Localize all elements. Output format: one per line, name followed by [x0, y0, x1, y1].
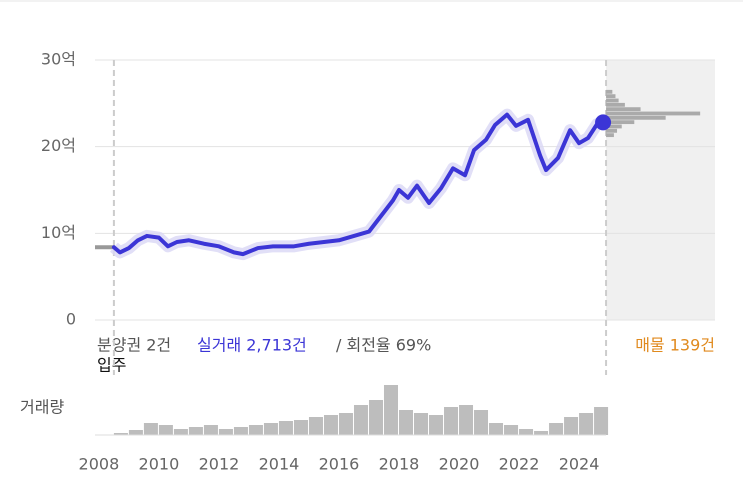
volume-bar	[263, 423, 278, 435]
volume-bar	[474, 410, 489, 435]
volume-bar	[128, 430, 143, 435]
volume-bar	[158, 425, 173, 435]
volume-bar	[489, 423, 504, 435]
x-tick-label: 2022	[499, 455, 540, 474]
volume-label: 거래량	[20, 398, 64, 417]
x-tick-label: 2024	[559, 455, 600, 474]
x-tick-label: 2016	[319, 455, 360, 474]
volume-bar	[368, 400, 383, 435]
volume-bar	[383, 385, 398, 435]
volume-bar	[549, 423, 564, 435]
listing-bar	[606, 98, 619, 103]
volume-bar	[113, 433, 128, 435]
listing-bar	[606, 94, 616, 99]
x-tick-label: 2018	[379, 455, 420, 474]
volume-bar	[534, 431, 549, 435]
volume-bar	[398, 410, 414, 435]
presale-count: 분양권 2건	[97, 336, 171, 355]
volume-bar	[338, 413, 353, 435]
turnover-rate: / 회전율 69%	[336, 336, 431, 355]
volume-bar	[519, 429, 534, 435]
listing-bar	[606, 89, 613, 94]
volume-bar	[579, 413, 594, 435]
volume-bar	[414, 413, 429, 435]
listing-bar	[606, 111, 701, 116]
volume-bar	[173, 429, 188, 435]
y-tick-label: 10억	[41, 223, 76, 242]
volume-bar	[143, 423, 158, 435]
listing-bar	[606, 124, 622, 129]
x-tick-label: 2014	[259, 455, 300, 474]
volume-bar	[308, 417, 323, 435]
volume-bar	[218, 429, 233, 435]
listing-bar	[606, 107, 641, 112]
volume-bar	[504, 425, 519, 435]
volume-bar	[429, 415, 444, 435]
listing-bar	[606, 128, 618, 133]
listing-count: 매물 139건	[635, 336, 715, 355]
listing-bar	[606, 102, 625, 107]
volume-bar	[203, 425, 218, 435]
listing-region	[606, 60, 715, 320]
volume-bar	[188, 427, 203, 435]
volume-bar	[278, 421, 293, 435]
x-tick-label: 2010	[139, 455, 180, 474]
x-tick-label: 2012	[199, 455, 240, 474]
volume-bar	[233, 427, 248, 435]
y-tick-label: 0	[66, 310, 76, 329]
volume-bar	[248, 425, 263, 435]
volume-bar	[353, 405, 368, 435]
volume-bar	[293, 420, 308, 435]
listing-bar	[606, 115, 666, 120]
volume-bar	[594, 407, 609, 435]
trade-count: 실거래 2,713건	[197, 336, 307, 355]
x-tick-label: 2020	[439, 455, 480, 474]
move-in-label: 입주	[97, 356, 126, 375]
price-line	[111, 112, 606, 257]
y-tick-label: 20억	[41, 136, 76, 155]
current-price-dot	[595, 114, 612, 131]
volume-bar	[459, 405, 474, 435]
volume-bar	[323, 415, 338, 435]
volume-bar	[564, 417, 579, 435]
volume-bar	[444, 407, 459, 435]
listing-bar	[606, 133, 614, 138]
y-tick-label: 30억	[41, 50, 76, 69]
x-tick-label: 2008	[79, 455, 120, 474]
listing-bar	[606, 120, 635, 125]
